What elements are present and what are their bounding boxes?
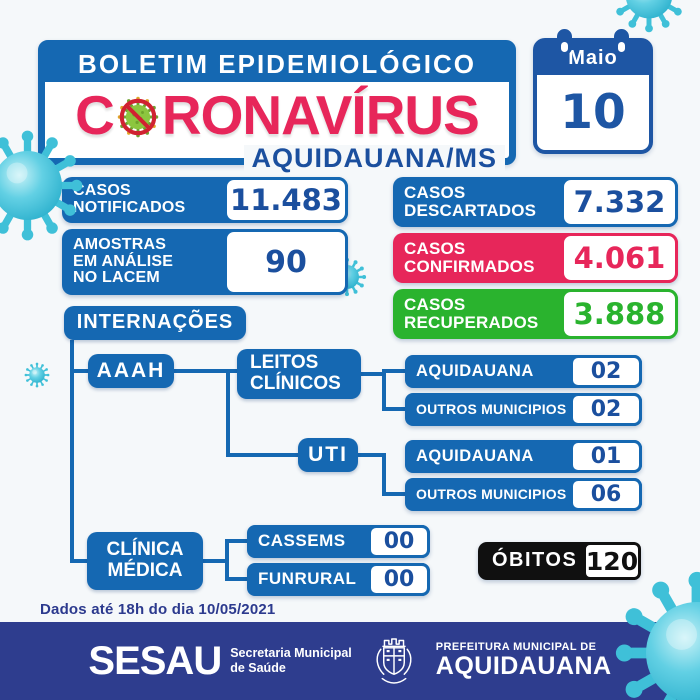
stat-amostras-analise: AMOSTRAS EM ANÁLISE NO LACEM 90 — [62, 229, 348, 295]
connector-line — [226, 369, 230, 457]
stat-label-line: CASOS — [404, 294, 466, 314]
stat-label-line: CASOS — [73, 182, 131, 200]
stat-label-line: NO LACEM — [73, 269, 160, 287]
row-value: 02 — [570, 393, 642, 426]
stat-label-line: EM ANÁLISE — [73, 252, 174, 270]
calendar-day: 10 — [560, 85, 626, 140]
city-crest-icon — [376, 638, 412, 684]
row-leitos-aquidauana: AQUIDAUANA 02 — [405, 355, 642, 388]
calendar-ring-right — [614, 29, 629, 55]
connector-line — [70, 559, 87, 563]
row-uti-outros: OUTROS MUNICIPIOS 06 — [405, 478, 642, 511]
connector-line — [225, 539, 229, 581]
row-cassems: CASSEMS 00 — [247, 525, 430, 558]
calendar-month: Maio — [536, 41, 650, 75]
connector-line — [382, 453, 386, 496]
footer-bar: SESAU Secretaria Municipal de Saúde PREF… — [0, 622, 700, 700]
stat-label-line: CONFIRMADOS — [404, 257, 535, 276]
data-cutoff-note: Dados até 18h do dia 10/05/2021 — [40, 601, 276, 618]
connector-line — [174, 369, 237, 373]
row-funrural: FUNRURAL 00 — [247, 563, 430, 596]
stat-label-line: NOTIFICADOS — [73, 199, 186, 216]
stat-obitos: ÓBITOS 120 — [478, 542, 641, 580]
row-value: 00 — [368, 563, 430, 596]
row-value: 02 — [570, 355, 642, 388]
row-leitos-outros: OUTROS MUNICIPIOS 02 — [405, 393, 642, 426]
location-label: AQUIDAUANA/MS — [243, 145, 505, 172]
row-value: 01 — [570, 440, 642, 473]
sesau-wordmark: SESAU — [88, 639, 222, 683]
row-uti-aquidauana: AQUIDAUANA 01 — [405, 440, 642, 473]
stat-value: 4.061 — [561, 233, 678, 283]
stat-label-line: DESCARTADOS — [404, 201, 537, 220]
node-aaah: AAAH — [88, 354, 174, 388]
node-label-line: LEITOS — [250, 352, 319, 374]
node-label-line: CLÍNICOS — [250, 373, 341, 394]
stat-value: 11.483 — [224, 177, 348, 223]
calendar-ring-left — [557, 29, 572, 55]
node-label-line: MÉDICA — [107, 560, 183, 581]
sesau-logo: SESAU Secretaria Municipal de Saúde — [88, 641, 351, 681]
virus-prohibition-icon — [117, 96, 159, 138]
stat-casos-recuperados: CASOS RECUPERADOS 3.888 — [393, 289, 678, 339]
connector-line — [70, 340, 74, 563]
stat-value: 90 — [224, 229, 348, 295]
disease-title: C — [45, 83, 509, 147]
connector-line — [70, 369, 88, 373]
connector-line — [361, 372, 386, 376]
connector-line — [226, 453, 298, 457]
bulletin-title: BOLETIM EPIDEMIOLÓGICO — [44, 46, 510, 82]
stat-value: 120 — [583, 542, 641, 580]
virus-icon — [24, 362, 50, 388]
connector-line — [382, 407, 405, 411]
section-internacoes: INTERNAÇÕES — [64, 306, 246, 340]
node-uti: UTI — [298, 438, 358, 472]
row-value: 06 — [570, 478, 642, 511]
calendar-icon: Maio 10 — [533, 29, 653, 154]
stat-casos-descartados: CASOS DESCARTADOS 7.332 — [393, 177, 678, 227]
stat-value: 7.332 — [561, 177, 678, 227]
node-leitos-clinicos: LEITOS CLÍNICOS — [237, 349, 361, 399]
prefeitura-logo: PREFEITURA MUNICIPAL DE AQUIDAUANA — [435, 641, 612, 681]
node-clinica-medica: CLÍNICA MÉDICA — [87, 532, 203, 590]
connector-line — [382, 369, 386, 411]
connector-line — [382, 492, 405, 496]
sesau-subtitle: Secretaria Municipal de Saúde — [230, 646, 352, 675]
stat-value: 3.888 — [561, 289, 678, 339]
connector-line — [225, 539, 247, 543]
disease-letter-c: C — [75, 84, 115, 146]
stat-label-line: CASOS — [404, 182, 466, 202]
connector-line — [358, 453, 386, 457]
node-label-line: CLÍNICA — [106, 539, 184, 561]
row-value: 00 — [368, 525, 430, 558]
stat-label-line: RECUPERADOS — [404, 313, 539, 332]
header-panel: BOLETIM EPIDEMIOLÓGICO C — [38, 40, 516, 172]
connector-line — [382, 369, 405, 373]
disease-letters-rest: RONAVÍRUS — [161, 84, 480, 146]
connector-line — [225, 577, 247, 581]
stat-casos-confirmados: CASOS CONFIRMADOS 4.061 — [393, 233, 678, 283]
connector-line — [203, 559, 229, 563]
stat-label-line: CASOS — [404, 238, 466, 258]
stat-label-line: AMOSTRAS — [73, 235, 167, 253]
stat-casos-notificados: CASOS NOTIFICADOS 11.483 — [62, 177, 348, 223]
